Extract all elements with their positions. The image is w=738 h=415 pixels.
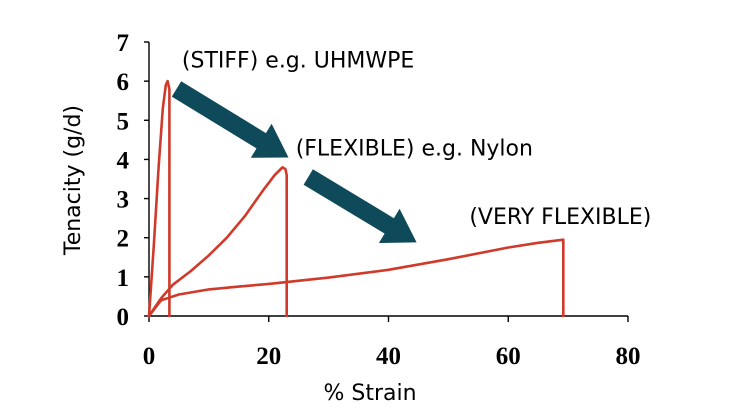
y-tick-label: 2	[117, 226, 130, 253]
y-axis-label: Tenacity (g/d)	[61, 105, 86, 256]
arrow-1	[171, 81, 289, 158]
y-tick-label: 5	[117, 108, 130, 135]
x-tick-label: 0	[143, 343, 156, 370]
y-tick-label: 4	[117, 147, 130, 174]
annotations-group: (STIFF) e.g. UHMWPE (FLEXIBLE) e.g. Nylon…	[182, 48, 651, 230]
x-tick-label: 40	[376, 343, 401, 370]
series-line-2	[147, 166, 289, 318]
axes	[148, 42, 628, 317]
y-tick-label: 0	[117, 304, 130, 331]
y-tick-label: 6	[117, 69, 130, 96]
x-tick-label: 80	[616, 343, 641, 370]
series-line-3	[147, 238, 565, 318]
arrow-2	[303, 169, 417, 243]
series-line-1	[147, 79, 171, 318]
x-tick-label: 60	[496, 343, 521, 370]
series-group	[147, 79, 565, 318]
annotation-1: (STIFF) e.g. UHMWPE	[182, 48, 414, 73]
y-tick-label: 7	[117, 30, 130, 57]
y-tick-label: 1	[117, 265, 130, 292]
arrows-group	[171, 81, 417, 243]
x-tick-label: 20	[256, 343, 281, 370]
x-axis-label: % Strain	[323, 381, 416, 406]
y-tick-label: 3	[117, 187, 130, 214]
annotation-2: (FLEXIBLE) e.g. Nylon	[296, 137, 533, 162]
annotation-3: (VERY FLEXIBLE)	[469, 205, 651, 230]
ticks: 0 1 2 3 4 5 6 7 0 20 40 60 80	[117, 30, 641, 370]
